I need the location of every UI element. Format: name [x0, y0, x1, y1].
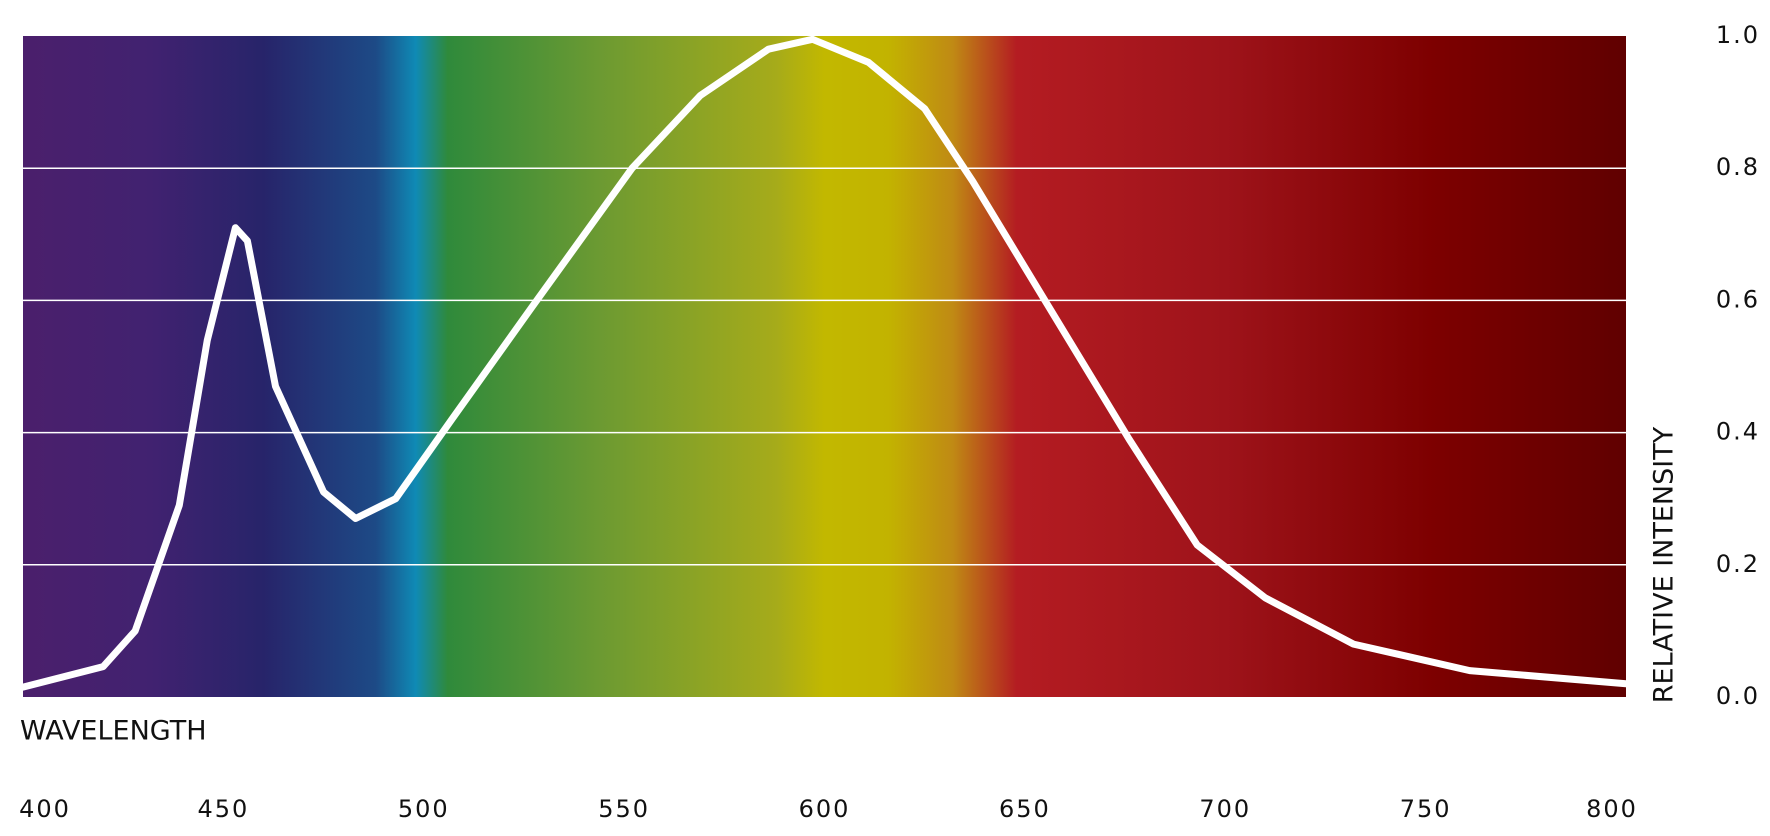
x-tick-label: 450 — [197, 795, 249, 823]
x-tick-label: 600 — [799, 795, 851, 823]
x-tick-label: 750 — [1400, 795, 1452, 823]
y-tick-label: 0.6 — [1716, 285, 1760, 313]
x-tick-label: 400 — [19, 795, 71, 823]
y-tick-label: 1.0 — [1716, 21, 1760, 49]
spectrum-background — [23, 36, 1626, 697]
spectrum-line — [19, 35, 1630, 691]
x-axis-label: WAVELENGTH — [20, 716, 207, 747]
x-tick-label: 800 — [1586, 795, 1638, 823]
y-tick-label: 0.4 — [1716, 418, 1760, 446]
x-tick-label: 700 — [1199, 795, 1251, 823]
y-tick-label: 0.0 — [1716, 682, 1760, 710]
x-tick-label: 550 — [598, 795, 650, 823]
y-tick-label: 0.8 — [1716, 153, 1760, 181]
y-axis-label: RELATIVE INTENSITY — [1649, 426, 1680, 703]
x-tick-label: 650 — [999, 795, 1051, 823]
y-tick-label: 0.2 — [1716, 550, 1760, 578]
x-tick-label: 500 — [398, 795, 450, 823]
